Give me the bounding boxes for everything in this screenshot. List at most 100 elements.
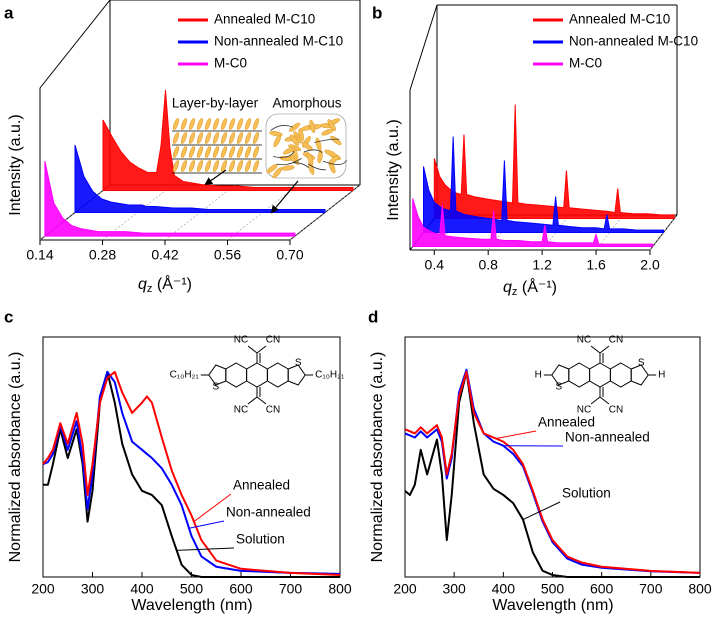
molecule-icon — [220, 118, 228, 130]
x-tick-label: 0.28 — [89, 247, 116, 263]
atom-label: S — [295, 358, 302, 369]
y-axis-label: Normalized absorbance (a.u.) — [7, 352, 24, 563]
label-leader — [193, 493, 232, 523]
molecule-icon — [196, 160, 204, 172]
panel-label: d — [368, 307, 378, 326]
x-tick-label: 200 — [393, 581, 417, 597]
chain-icon — [292, 162, 309, 168]
molecule-icon — [180, 132, 188, 144]
x-label-symbol: q — [138, 276, 147, 293]
molecule-structure — [543, 345, 657, 405]
molecule-icon — [220, 146, 228, 158]
label-leader — [176, 547, 235, 551]
y-axis-label: Intensity (a.u.) — [7, 114, 24, 215]
molecule-icon — [204, 160, 212, 172]
x-tick-label: 0.56 — [214, 247, 241, 263]
molecule-icon — [204, 146, 212, 158]
molecule-icon — [172, 160, 180, 172]
x-tick-label: 0.70 — [276, 247, 303, 263]
thiophene-ring — [630, 364, 649, 386]
molecule-icon — [252, 146, 260, 158]
molecule-icon — [236, 146, 244, 158]
molecule-icon — [244, 160, 252, 172]
series-label: Annealed — [538, 415, 595, 430]
molecule-icon — [236, 132, 244, 144]
thiophene-ring — [551, 364, 570, 386]
series-label: Solution — [562, 486, 611, 501]
molecule-icon — [220, 132, 228, 144]
atom-label: C₁₀H₂₁ — [315, 370, 345, 381]
series-label: Solution — [236, 532, 285, 547]
x-tick-label: 700 — [279, 581, 303, 597]
atom-label: NC — [234, 405, 248, 416]
molecule-icon — [196, 132, 204, 144]
molecule-icon — [196, 146, 204, 158]
molecule-icon — [252, 132, 260, 144]
bond — [247, 345, 258, 354]
molecule-icon — [172, 146, 180, 158]
bond — [599, 345, 610, 354]
atom-label: S — [638, 358, 645, 369]
series-line — [404, 370, 701, 574]
molecule-icon — [327, 119, 336, 131]
series-line — [43, 370, 340, 578]
ring — [568, 362, 591, 388]
atom-label: S — [212, 382, 219, 393]
molecule-icon — [282, 146, 296, 155]
chain-icon — [314, 138, 340, 143]
molecule-icon — [228, 146, 236, 158]
series-area — [412, 198, 654, 247]
thiophene-ring — [287, 364, 306, 386]
panel-label: c — [4, 307, 13, 326]
x-tick-label: 2.0 — [640, 257, 660, 273]
series-label: Non-annealed — [565, 430, 650, 445]
molecule-icon — [180, 146, 188, 158]
x-tick-label: 0.42 — [151, 247, 178, 263]
molecule-icon — [228, 132, 236, 144]
molecule-icon — [180, 160, 188, 172]
x-tick-label: 300 — [442, 581, 466, 597]
bond — [247, 396, 258, 405]
label-leader — [495, 430, 537, 440]
grid-line — [541, 214, 570, 251]
ring — [266, 362, 289, 388]
molecule-icon — [212, 160, 220, 172]
atom-label: CN — [266, 335, 280, 346]
ring — [609, 362, 632, 388]
panel-label: a — [4, 3, 14, 22]
x-tick-label: 600 — [590, 581, 614, 597]
molecule-icon — [315, 137, 322, 151]
series-area — [433, 104, 675, 219]
x-tick-label: 500 — [541, 581, 565, 597]
grid-line — [595, 214, 624, 251]
x-tick-label: 0.8 — [478, 257, 498, 273]
molecule-icon — [172, 118, 180, 130]
atom-label: CN — [609, 335, 623, 346]
legend-label: Non-annealed M-C10 — [214, 34, 343, 49]
atom-label: H — [535, 370, 542, 381]
grid-line — [649, 214, 678, 251]
molecule-icon — [188, 118, 196, 130]
molecule-icon — [188, 146, 196, 158]
atom-label: S — [555, 382, 562, 393]
series-area — [423, 136, 664, 233]
molecule-icon — [289, 134, 300, 146]
bond — [590, 396, 601, 405]
molecule-icon — [273, 134, 282, 148]
x-axis-label: Wavelength (nm) — [492, 597, 613, 614]
ring — [246, 362, 268, 388]
x-axis-label: Wavelength (nm) — [131, 597, 252, 614]
molecule-icon — [188, 160, 196, 172]
molecule-icon — [204, 132, 212, 144]
series-area — [74, 144, 326, 213]
chain-icon — [322, 159, 348, 165]
inset-schematic — [172, 113, 348, 214]
x-tick-label: 700 — [639, 581, 663, 597]
arrow — [270, 180, 299, 214]
x-tick-label: 600 — [229, 581, 253, 597]
molecule-icon — [172, 132, 180, 144]
x-axis-label: qz (Å⁻¹) — [138, 274, 192, 295]
chain-icon — [276, 158, 302, 166]
x-tick-label: 1.6 — [586, 257, 606, 273]
molecule-icon — [220, 160, 228, 172]
